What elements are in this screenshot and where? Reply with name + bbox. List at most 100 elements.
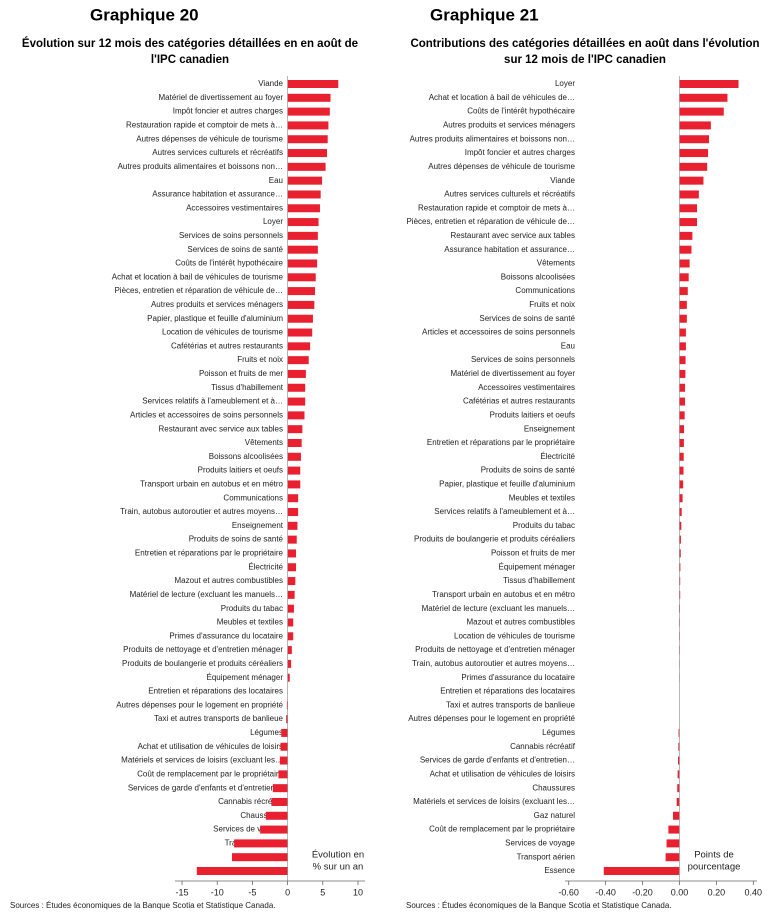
bar <box>679 231 693 240</box>
bar <box>287 300 315 309</box>
category-label: Produits de soins de santé <box>481 466 576 475</box>
category-label: Matériel de lecture (excluant les manuel… <box>422 604 575 613</box>
x-tick-label: 0.00 <box>671 887 689 897</box>
category-label: Pièces, entretien et réparation de véhic… <box>406 217 575 226</box>
category-label: Assurance habitation et assurance… <box>152 190 283 199</box>
category-label: Communications <box>223 493 283 502</box>
category-label: Meubles et textiles <box>509 493 575 502</box>
category-label: Transport aérien <box>517 852 575 861</box>
category-label: Cannabis récréatif <box>218 797 284 806</box>
category-label: Services de voyage <box>213 825 283 834</box>
bar <box>260 825 288 834</box>
bar <box>287 521 298 530</box>
bar <box>287 93 331 102</box>
bar <box>679 176 704 185</box>
category-label: Cafétérias et autres restaurants <box>171 341 283 350</box>
bar <box>679 149 709 158</box>
bar <box>287 494 299 503</box>
category-label: Coût de remplacement par le propriétaire <box>137 769 283 778</box>
category-label: Articles et accessoires de soins personn… <box>422 328 575 337</box>
category-label: Restauration rapide et comptoir de mets … <box>126 121 283 130</box>
bar <box>679 508 682 517</box>
category-label: Enseignement <box>232 521 284 530</box>
bar <box>287 563 297 572</box>
category-label: Fruits et noix <box>529 300 575 309</box>
category-label: Tissus d'habillement <box>211 383 284 392</box>
bar <box>287 452 301 461</box>
category-label: Matériels et services de loisirs (exclua… <box>121 756 283 765</box>
category-label: Pièces, entretien et réparation de véhic… <box>114 286 283 295</box>
x-tick-label: -0.20 <box>632 887 653 897</box>
source-note: Sources : Études économiques de la Banqu… <box>406 901 672 910</box>
category-label: Tissus d'habillement <box>503 576 576 585</box>
bar <box>196 867 288 875</box>
category-label: Communications <box>515 286 575 295</box>
bar <box>679 577 681 586</box>
category-label: Matériel de divertissement au foyer <box>451 369 576 378</box>
category-label: Poisson et fruits de mer <box>491 549 575 558</box>
category-label: Produits de soins de santé <box>189 535 284 544</box>
category-label: Entretien et réparations par le propriét… <box>427 438 576 447</box>
bar <box>271 797 288 806</box>
category-label: Impôt foncier et autres charges <box>465 148 575 157</box>
bar <box>679 80 739 88</box>
category-label: Produits laitiers et oeufs <box>490 410 575 419</box>
bar <box>287 204 320 213</box>
bar <box>678 742 680 751</box>
bar <box>287 632 294 641</box>
bar <box>679 397 685 406</box>
category-label: Légumes <box>542 728 575 737</box>
category-label: Services de voyage <box>505 838 575 847</box>
annotation: % sur un an <box>313 862 364 873</box>
category-label: Matériel de divertissement au foyer <box>159 93 284 102</box>
bar <box>679 494 683 503</box>
bar <box>279 756 288 765</box>
bar <box>673 811 680 820</box>
bar <box>287 466 301 475</box>
category-label: Produits de boulangerie et produits céré… <box>414 535 575 544</box>
category-label: Primes d'assurance du locataire <box>169 631 283 640</box>
source-note: Sources : Études économiques de la Banqu… <box>10 901 276 910</box>
category-label: Autres dépenses de véhicule de tourisme <box>428 162 575 171</box>
category-label: Matériels et services de loisirs (exclua… <box>413 797 575 806</box>
category-label: Papier, plastique et feuille d'aluminium <box>147 314 283 323</box>
category-label: Autres services culturels et récréatifs <box>444 190 575 199</box>
bar <box>679 563 681 572</box>
category-label: Location de véhicules de tourisme <box>162 328 284 337</box>
bar <box>665 853 680 862</box>
bar <box>287 342 311 351</box>
category-label: Enseignement <box>524 424 576 433</box>
bar <box>679 521 682 530</box>
category-label: Poisson et fruits de mer <box>199 369 283 378</box>
category-label: Boissons alcoolisées <box>209 452 283 461</box>
x-tick-label: -0.40 <box>595 887 616 897</box>
category-label: Entretien et réparations par le propriét… <box>135 549 284 558</box>
category-label: Électricité <box>248 562 283 571</box>
category-label: Loyer <box>263 217 283 226</box>
category-label: Autres produits et services ménagers <box>151 300 283 309</box>
bar <box>679 549 681 558</box>
category-label: Services de soins personnels <box>471 355 575 364</box>
category-label: Autres services culturels et récréatifs <box>152 148 283 157</box>
bar <box>286 715 288 724</box>
category-label: Mazout et autres combustibles <box>175 576 284 585</box>
bar <box>287 121 329 130</box>
category-label: Autres produits alimentaires et boissons… <box>410 134 575 143</box>
bar <box>287 135 328 144</box>
x-tick-label: -0.60 <box>558 887 579 897</box>
category-label: Restauration rapide et comptoir de mets … <box>418 203 575 212</box>
bar <box>287 604 294 613</box>
bar <box>678 728 680 737</box>
annotation: Points de <box>694 850 734 861</box>
category-label: Essence <box>544 866 575 875</box>
bar <box>679 162 708 171</box>
x-tick-label: -5 <box>248 887 256 897</box>
category-label: Location de véhicules de tourisme <box>454 631 576 640</box>
bar <box>278 770 288 779</box>
bar <box>679 218 697 227</box>
category-label: Articles et accessoires de soins personn… <box>130 410 283 419</box>
bar <box>679 314 687 323</box>
bar <box>679 93 728 102</box>
chart-title: sur 12 mois de l'IPC canadien <box>504 54 666 66</box>
bar <box>287 673 290 682</box>
